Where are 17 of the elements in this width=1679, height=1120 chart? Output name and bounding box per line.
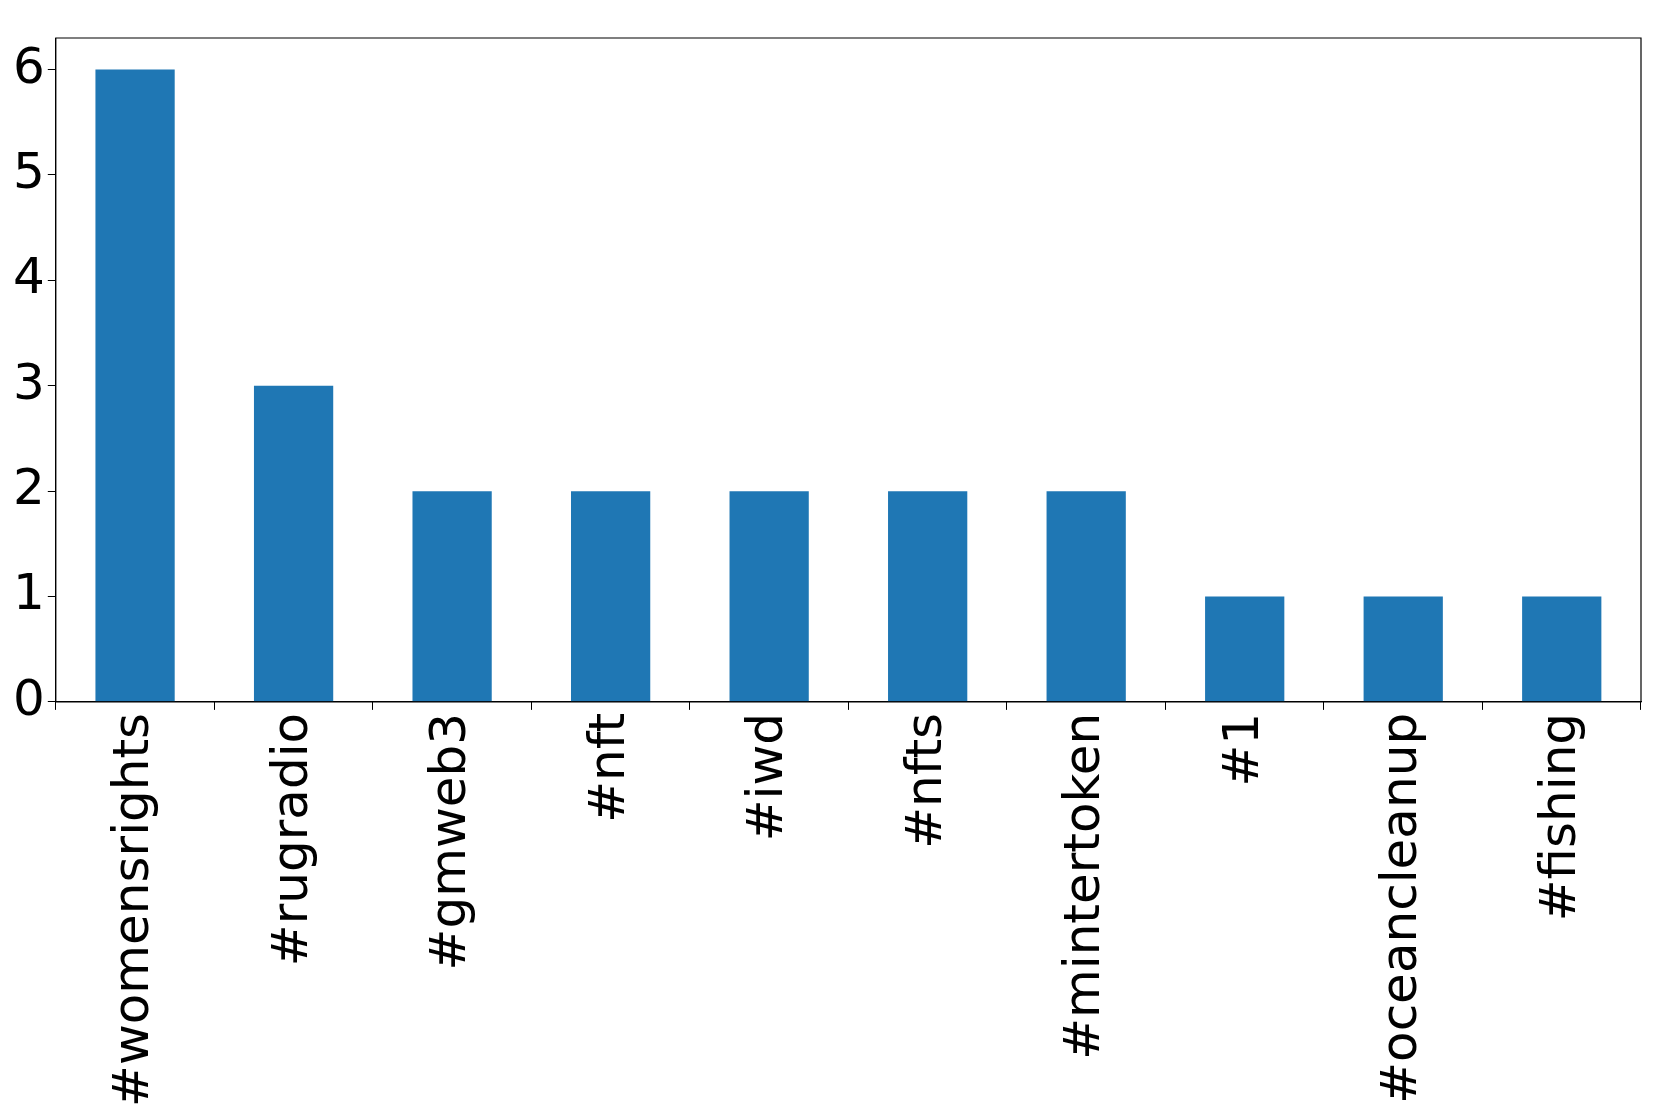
y-tick-label: 4 [13,247,45,306]
y-tick-label: 2 [13,458,45,517]
x-tick-label: #oceancleanup [1370,712,1429,1104]
y-tick-label: 6 [13,36,45,95]
y-tick-label: 3 [13,352,45,411]
y-tick-label: 1 [13,563,45,622]
x-tick-label: #1 [1211,712,1270,787]
x-tick-label: #womensrights [102,712,161,1108]
x-tick-label: #rugradio [260,712,319,967]
x-tick-label: #gmweb3 [419,712,478,971]
x-tick-label: #fishing [1528,712,1587,922]
x-tick-label: #iwd [736,712,795,842]
x-tick-label: #nft [577,712,636,823]
x-tick-label: #mintertoken [1053,712,1112,1060]
x-tick-label: #nfts [894,712,953,849]
y-tick-label: 0 [13,668,45,727]
y-tick-label: 5 [13,141,45,200]
